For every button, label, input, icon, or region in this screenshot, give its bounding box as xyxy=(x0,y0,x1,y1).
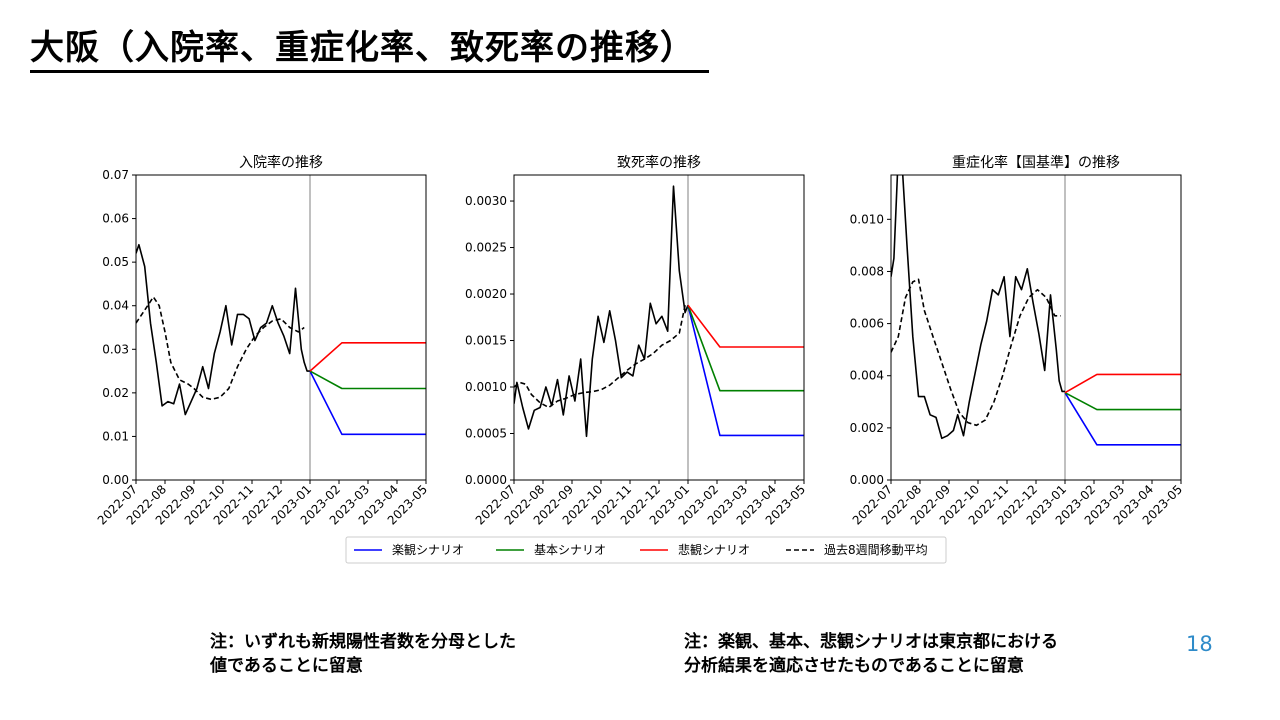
y-tick-label: 0.006 xyxy=(850,317,884,331)
chart-title: 致死率の推移 xyxy=(617,154,701,171)
series-base xyxy=(1064,391,1181,411)
series-optimistic xyxy=(309,370,426,436)
chart-hospitalization-rate: 入院率の推移0.000.010.020.030.040.050.060.0720… xyxy=(95,154,430,528)
legend-label: 悲観シナリオ xyxy=(678,542,750,557)
legend-label: 楽観シナリオ xyxy=(392,543,464,557)
series-pessimistic xyxy=(309,341,426,372)
y-tick-label: 0.0000 xyxy=(465,473,507,487)
plot-frame xyxy=(513,174,805,481)
page-number: 18 xyxy=(1186,632,1213,656)
y-tick-label: 0.008 xyxy=(850,264,884,278)
plot-frame xyxy=(890,174,1182,481)
y-tick-label: 0.0010 xyxy=(465,380,507,394)
y-tick-label: 0.0015 xyxy=(465,334,507,348)
series-actual xyxy=(891,175,1065,440)
series-group xyxy=(514,185,804,438)
y-tick-label: 0.04 xyxy=(102,299,129,313)
chart-title: 重症化率【国基準】の推移 xyxy=(952,154,1120,171)
y-tick-label: 0.0020 xyxy=(465,287,507,301)
y-tick-label: 0.03 xyxy=(102,342,129,356)
series-moving-average xyxy=(891,278,1061,427)
note-left-line2: 値であることに留意 xyxy=(210,656,363,676)
chart-fatality-rate: 致死率の推移 0.0000 0.0005 0.0010 0.0015 0.0020 0.00… xyxy=(465,154,808,528)
y-tick-label: 0.0030 xyxy=(465,194,507,208)
plot-frame xyxy=(135,174,427,481)
y-tick-label: 0.07 xyxy=(102,168,129,182)
y-tick-label: 0.06 xyxy=(102,212,129,226)
y-tick-label: 0.0025 xyxy=(465,241,507,255)
y-tick-label: 0.00 xyxy=(102,473,129,487)
y-tick-label: 0.004 xyxy=(850,369,884,383)
note-left: 注：いずれも新規陽性者数を分母とした 値であることに留意 xyxy=(210,630,570,678)
legend-label: 基本シナリオ xyxy=(534,543,606,557)
y-tick-label: 0.0005 xyxy=(465,427,507,441)
series-pessimistic xyxy=(1064,373,1181,394)
series-group xyxy=(136,243,426,436)
y-tick-label: 0.01 xyxy=(102,429,129,443)
note-right-line1: 注：楽観、基本、悲観シナリオは東京都における xyxy=(684,632,1058,652)
y-tick-label: 0.05 xyxy=(102,255,129,269)
series-pessimistic xyxy=(687,304,804,348)
note-right-line2: 分析結果を適応させたものであることに留意 xyxy=(684,656,1024,676)
series-base xyxy=(309,370,426,390)
series-optimistic xyxy=(1064,392,1181,446)
y-tick-label: 0.000 xyxy=(850,473,884,487)
legend: 楽観シナリオ 基本シナリオ 悲観シナリオ 過去8週間移動平均 xyxy=(345,536,947,564)
series-moving-average xyxy=(136,296,305,401)
note-right: 注：楽観、基本、悲観シナリオは東京都における 分析結果を適応させたものであること… xyxy=(684,630,1124,678)
y-tick-label: 0.010 xyxy=(850,212,884,226)
note-left-line1: 注：いずれも新規陽性者数を分母とした xyxy=(210,632,516,652)
series-actual xyxy=(136,243,310,416)
series-base xyxy=(687,304,804,392)
chart-severe-rate: 重症化率【国基準】の推移 0.000 0.002 0.004 0.006 0.008 0.0… xyxy=(850,154,1185,528)
page-title: 大阪（入院率、重症化率、致死率の推移） xyxy=(30,26,709,73)
series-optimistic xyxy=(687,305,804,437)
series-group xyxy=(891,175,1181,446)
chart-title: 入院率の推移 xyxy=(239,154,323,171)
series-actual xyxy=(514,185,689,438)
y-tick-label: 0.02 xyxy=(102,386,129,400)
legend-label: 過去8週間移動平均 xyxy=(824,543,928,557)
y-tick-label: 0.002 xyxy=(850,421,884,435)
series-moving-average xyxy=(514,305,686,409)
